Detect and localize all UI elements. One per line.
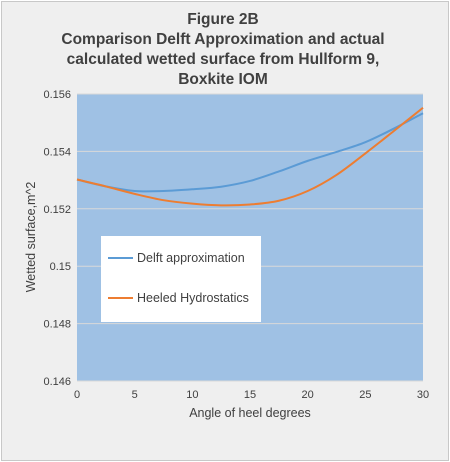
x-tick-label: 20 xyxy=(302,389,314,401)
series-lines xyxy=(76,106,424,207)
series-line-delft xyxy=(76,112,424,193)
y-axis-ticks: 0.146 0.148 0.15 0.152 0.154 0.156 xyxy=(43,89,71,388)
chart-title-line-4: Boxkite IOM xyxy=(178,71,268,88)
x-tick-label: 10 xyxy=(186,389,198,401)
chart-title-line-1: Figure 2B xyxy=(187,11,259,28)
y-tick-label: 0.146 xyxy=(43,376,71,388)
series-line-heeled xyxy=(76,106,424,207)
chart-title: Figure 2B Comparison Delft Approximation… xyxy=(0,10,446,90)
x-axis-title: Angle of heel degrees xyxy=(189,406,311,420)
x-tick-label: 25 xyxy=(359,389,371,401)
legend-label-delft: Delft approximation xyxy=(137,251,245,265)
x-tick-label: 0 xyxy=(74,389,80,401)
y-tick-label: 0.156 xyxy=(43,89,71,101)
x-axis-ticks: 0 5 10 15 20 25 30 xyxy=(74,389,429,401)
x-tick-label: 30 xyxy=(417,389,429,401)
chart-title-line-2: Comparison Delft Approximation and actua… xyxy=(61,31,385,48)
y-axis-title: Wetted surface,m^2 xyxy=(24,182,38,293)
y-tick-label: 0.15 xyxy=(50,261,71,273)
y-tick-label: 0.154 xyxy=(43,146,71,158)
y-tick-label: 0.152 xyxy=(43,204,71,216)
legend-label-heeled: Heeled Hydrostatics xyxy=(137,291,249,305)
x-tick-label: 15 xyxy=(244,389,256,401)
chart-title-line-3: calculated wetted surface from Hullform … xyxy=(66,51,380,68)
legend: Delft approximation Heeled Hydrostatics xyxy=(101,236,261,322)
y-tick-label: 0.148 xyxy=(43,319,71,331)
x-tick-label: 5 xyxy=(132,389,138,401)
legend-box xyxy=(101,236,261,322)
